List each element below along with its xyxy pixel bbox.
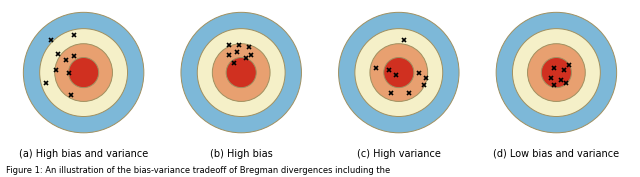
Circle shape	[23, 12, 144, 133]
Circle shape	[173, 5, 309, 140]
Circle shape	[355, 29, 443, 116]
Circle shape	[181, 12, 301, 133]
Circle shape	[488, 5, 624, 140]
Circle shape	[40, 29, 127, 116]
Text: Figure 1: An illustration of the bias-variance tradeoff of Bregman divergences i: Figure 1: An illustration of the bias-va…	[6, 166, 390, 175]
Circle shape	[496, 12, 617, 133]
Circle shape	[513, 29, 600, 116]
Circle shape	[68, 58, 99, 88]
Circle shape	[331, 5, 467, 140]
Circle shape	[55, 44, 113, 101]
Circle shape	[226, 58, 256, 88]
Circle shape	[527, 44, 585, 101]
Circle shape	[384, 58, 414, 88]
Circle shape	[16, 5, 152, 140]
Circle shape	[541, 58, 572, 88]
Text: (b) High bias: (b) High bias	[210, 149, 273, 159]
Text: (d) Low bias and variance: (d) Low bias and variance	[493, 149, 620, 159]
Circle shape	[339, 12, 459, 133]
Text: (c) High variance: (c) High variance	[357, 149, 441, 159]
Text: (a) High bias and variance: (a) High bias and variance	[19, 149, 148, 159]
Circle shape	[212, 44, 270, 101]
Circle shape	[370, 44, 428, 101]
Circle shape	[197, 29, 285, 116]
